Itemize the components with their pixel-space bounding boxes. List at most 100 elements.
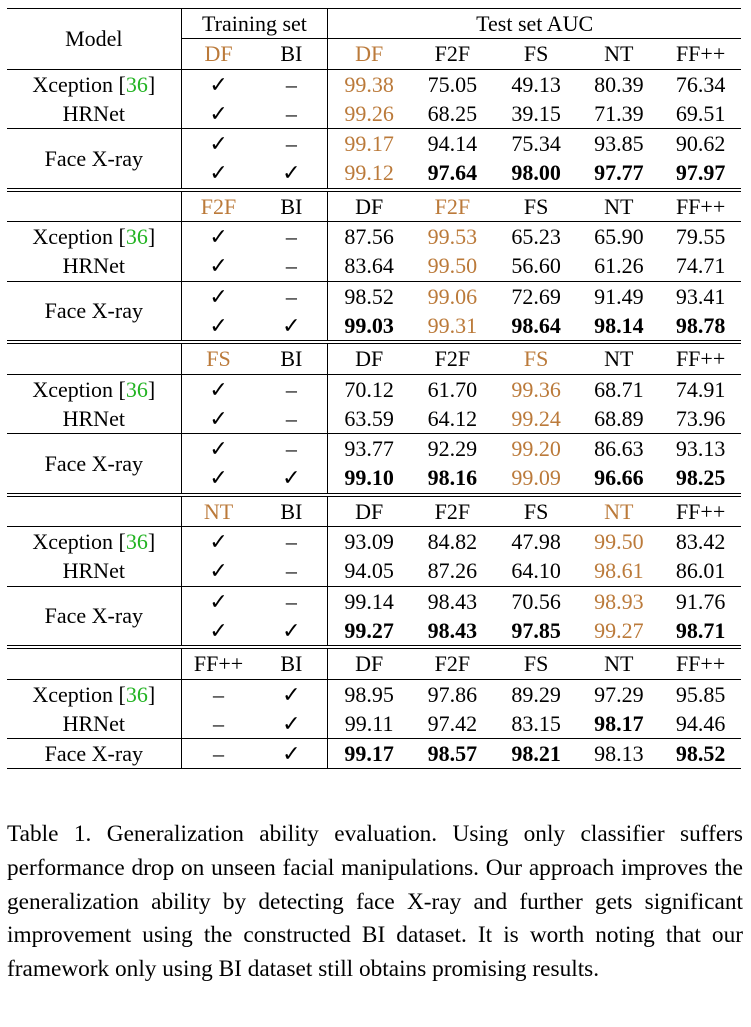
value-cell: 61.70 [410, 373, 495, 404]
test-col-header: F2F [410, 340, 495, 375]
value-cell: 99.38 [327, 68, 410, 99]
test-col-header: NT [577, 340, 661, 375]
train-cell: ✓ [255, 738, 329, 770]
train-cell: ✓ [181, 128, 256, 159]
test-col-header: F2F [410, 492, 495, 527]
value-cell: 99.27 [344, 617, 394, 643]
value-cell: 98.52 [660, 738, 741, 770]
value-cell: 47.98 [494, 526, 578, 557]
test-col-header: FS [494, 340, 578, 375]
value-cell: 72.69 [494, 280, 578, 311]
value-cell: 98.14 [594, 312, 644, 338]
train-cell: ✓ [255, 678, 329, 709]
value-cell: 65.90 [577, 221, 661, 252]
value-cell: 93.13 [660, 433, 741, 464]
train-cell: ✓ [255, 310, 329, 343]
train-cell: ✓ [209, 160, 228, 186]
value-cell: 94.05 [344, 558, 394, 584]
train-cell: – [255, 373, 329, 404]
model-cell: Xception [36] [7, 221, 182, 252]
model-cell: Face X-ray [7, 433, 182, 495]
citation-link[interactable]: 36 [125, 529, 148, 555]
table-row: Xception [36] – ✓ 98.95 97.86 89.29 97.2… [7, 678, 741, 709]
caption-label: Table 1. [7, 821, 92, 847]
test-col-header: FS [494, 645, 578, 680]
test-col-header: NT [577, 187, 661, 222]
train-cell: ✓ [209, 253, 228, 279]
value-cell: 87.26 [427, 558, 478, 584]
value-cell: 98.00 [511, 160, 561, 186]
test-col-header: DF [327, 645, 410, 680]
value-cell: 91.76 [660, 585, 741, 616]
train-cell: – [181, 678, 256, 709]
block-header-blank [7, 492, 182, 527]
train-cell: – [255, 251, 329, 282]
test-col-header: NT [577, 645, 661, 680]
train-cell: – [255, 433, 329, 464]
value-cell: 49.13 [494, 68, 578, 99]
table-row: Xception [36] ✓ – 87.56 99.53 65.23 65.9… [7, 221, 741, 252]
value-cell: 64.12 [427, 405, 478, 431]
table-row: Xception [36] ✓ – 70.12 61.70 99.36 68.7… [7, 373, 741, 404]
value-cell: 94.46 [675, 710, 726, 736]
citation-link[interactable]: 36 [125, 224, 148, 250]
test-set-header: Test set AUC [327, 7, 741, 39]
value-cell: 79.55 [660, 221, 741, 252]
train-cell: ✓ [255, 158, 329, 190]
value-cell: 98.78 [675, 312, 726, 338]
train-cell: ✓ [209, 405, 228, 431]
model-cell: Xception [36] [7, 678, 182, 709]
value-cell: 92.29 [410, 433, 495, 464]
citation-link[interactable]: 36 [125, 71, 148, 97]
train-cell: ✓ [209, 465, 228, 491]
table-row: HRNet ✓ – 83.64 99.50 56.60 61.26 74.71 [7, 251, 741, 282]
model-cell: Face X-ray [7, 738, 182, 770]
test-col-header: DF [327, 492, 410, 527]
citation-link[interactable]: 36 [125, 376, 148, 402]
train-cell: – [255, 403, 329, 434]
table-row: ✓ ✓ 99.03 99.31 98.64 98.14 98.78 [7, 310, 741, 343]
table-row: ✓ ✓ 99.12 97.64 98.00 97.77 97.97 [7, 158, 741, 190]
block-header-blank [7, 645, 182, 680]
table-row: Face X-ray – ✓ 99.17 98.57 98.21 98.13 9… [7, 738, 741, 770]
value-cell: 90.62 [660, 128, 741, 159]
value-cell: 94.14 [410, 128, 495, 159]
value-cell: 98.61 [594, 558, 644, 584]
train-col-header: BI [255, 38, 329, 70]
train-cell: – [255, 68, 329, 99]
value-cell: 97.42 [427, 710, 478, 736]
value-cell: 99.50 [577, 526, 661, 557]
value-cell: 70.12 [327, 373, 410, 404]
value-cell: 98.95 [327, 678, 410, 709]
value-cell: 99.27 [594, 617, 644, 643]
train-col-header: F2F [181, 187, 256, 222]
table-row: HRNet ✓ – 99.26 68.25 39.15 71.39 69.51 [7, 98, 741, 129]
table-row: Face X-ray ✓ – 98.52 99.06 72.69 91.49 9… [7, 280, 741, 343]
value-cell: 98.52 [327, 280, 410, 311]
value-cell: 64.10 [511, 558, 561, 584]
value-cell: 99.20 [494, 433, 578, 464]
table-row: Face X-ray ✓ – 99.17 94.14 75.34 93.85 9… [7, 128, 741, 190]
model-cell: HRNet [7, 708, 182, 739]
value-cell: 98.71 [675, 617, 726, 643]
train-col-header: FS [181, 340, 256, 375]
train-cell: ✓ [209, 558, 228, 584]
value-cell: 70.56 [494, 585, 578, 616]
train-cell: ✓ [181, 585, 256, 616]
value-cell: 97.86 [410, 678, 495, 709]
citation-link[interactable]: 36 [125, 681, 148, 707]
value-cell: 84.82 [410, 526, 495, 557]
value-cell: 68.25 [427, 100, 478, 126]
test-col-header: FF++ [660, 492, 741, 527]
train-cell: ✓ [181, 433, 256, 464]
train-cell: – [255, 221, 329, 252]
train-cell: ✓ [181, 221, 256, 252]
train-col-header: BI [255, 492, 329, 527]
value-cell: 89.29 [494, 678, 578, 709]
model-header: Model [7, 8, 182, 70]
value-cell: 76.34 [660, 68, 741, 99]
test-col-header: FF++ [660, 187, 741, 222]
value-cell: 97.29 [577, 678, 661, 709]
value-cell: 83.42 [660, 526, 741, 557]
train-cell: – [181, 738, 256, 770]
